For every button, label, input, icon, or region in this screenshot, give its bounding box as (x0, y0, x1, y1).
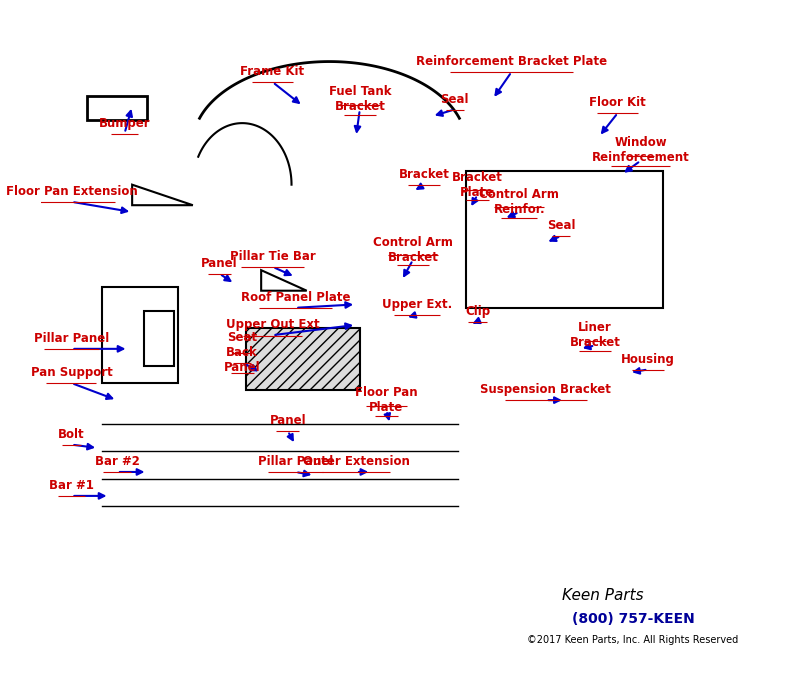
Text: Outer Extension: Outer Extension (302, 455, 410, 469)
Text: Panel: Panel (270, 414, 306, 428)
Text: Bolt: Bolt (58, 428, 85, 441)
Text: Panel: Panel (201, 256, 238, 270)
Text: Reinforcement Bracket Plate: Reinforcement Bracket Plate (416, 55, 607, 68)
Text: Bumper: Bumper (98, 116, 150, 130)
Text: Clip: Clip (465, 304, 490, 318)
Text: Floor Pan
Plate: Floor Pan Plate (355, 386, 418, 414)
Text: Roof Panel Plate: Roof Panel Plate (241, 291, 350, 304)
Text: Pillar Tie Bar: Pillar Tie Bar (230, 250, 315, 263)
Text: Control Arm
Reinfor.: Control Arm Reinfor. (479, 188, 559, 215)
Text: Floor Pan Extension: Floor Pan Extension (6, 185, 138, 198)
Text: Liner
Bracket: Liner Bracket (570, 321, 621, 349)
Text: Window
Reinforcement: Window Reinforcement (592, 137, 690, 164)
Text: Housing: Housing (622, 352, 675, 366)
Text: Upper Out Ext: Upper Out Ext (226, 318, 319, 332)
Text: Seal: Seal (441, 92, 469, 106)
Text: Seat
Back
Panel: Seat Back Panel (224, 331, 261, 373)
Text: Control Arm
Bracket: Control Arm Bracket (373, 236, 453, 263)
Text: Bar #1: Bar #1 (49, 479, 94, 492)
Text: Upper Ext.: Upper Ext. (382, 298, 452, 311)
Text: Bar #2: Bar #2 (94, 455, 139, 469)
Text: ©2017 Keen Parts, Inc. All Rights Reserved: ©2017 Keen Parts, Inc. All Rights Reserv… (527, 635, 738, 644)
Polygon shape (246, 328, 360, 390)
Text: Pan Support: Pan Support (30, 366, 112, 380)
Text: Pillar Panel: Pillar Panel (34, 332, 109, 345)
Text: Seal: Seal (546, 219, 575, 233)
Text: Floor Kit: Floor Kit (590, 96, 646, 109)
Text: Pillar Panel: Pillar Panel (258, 455, 333, 469)
Text: Frame Kit: Frame Kit (241, 65, 305, 79)
Text: Bracket: Bracket (399, 168, 450, 181)
Text: Bracket
Plate: Bracket Plate (452, 171, 503, 198)
Text: Fuel Tank
Bracket: Fuel Tank Bracket (329, 86, 391, 113)
Text: Keen Parts: Keen Parts (562, 588, 643, 603)
Text: (800) 757-KEEN: (800) 757-KEEN (572, 612, 694, 626)
Text: Suspension Bracket: Suspension Bracket (480, 383, 611, 397)
